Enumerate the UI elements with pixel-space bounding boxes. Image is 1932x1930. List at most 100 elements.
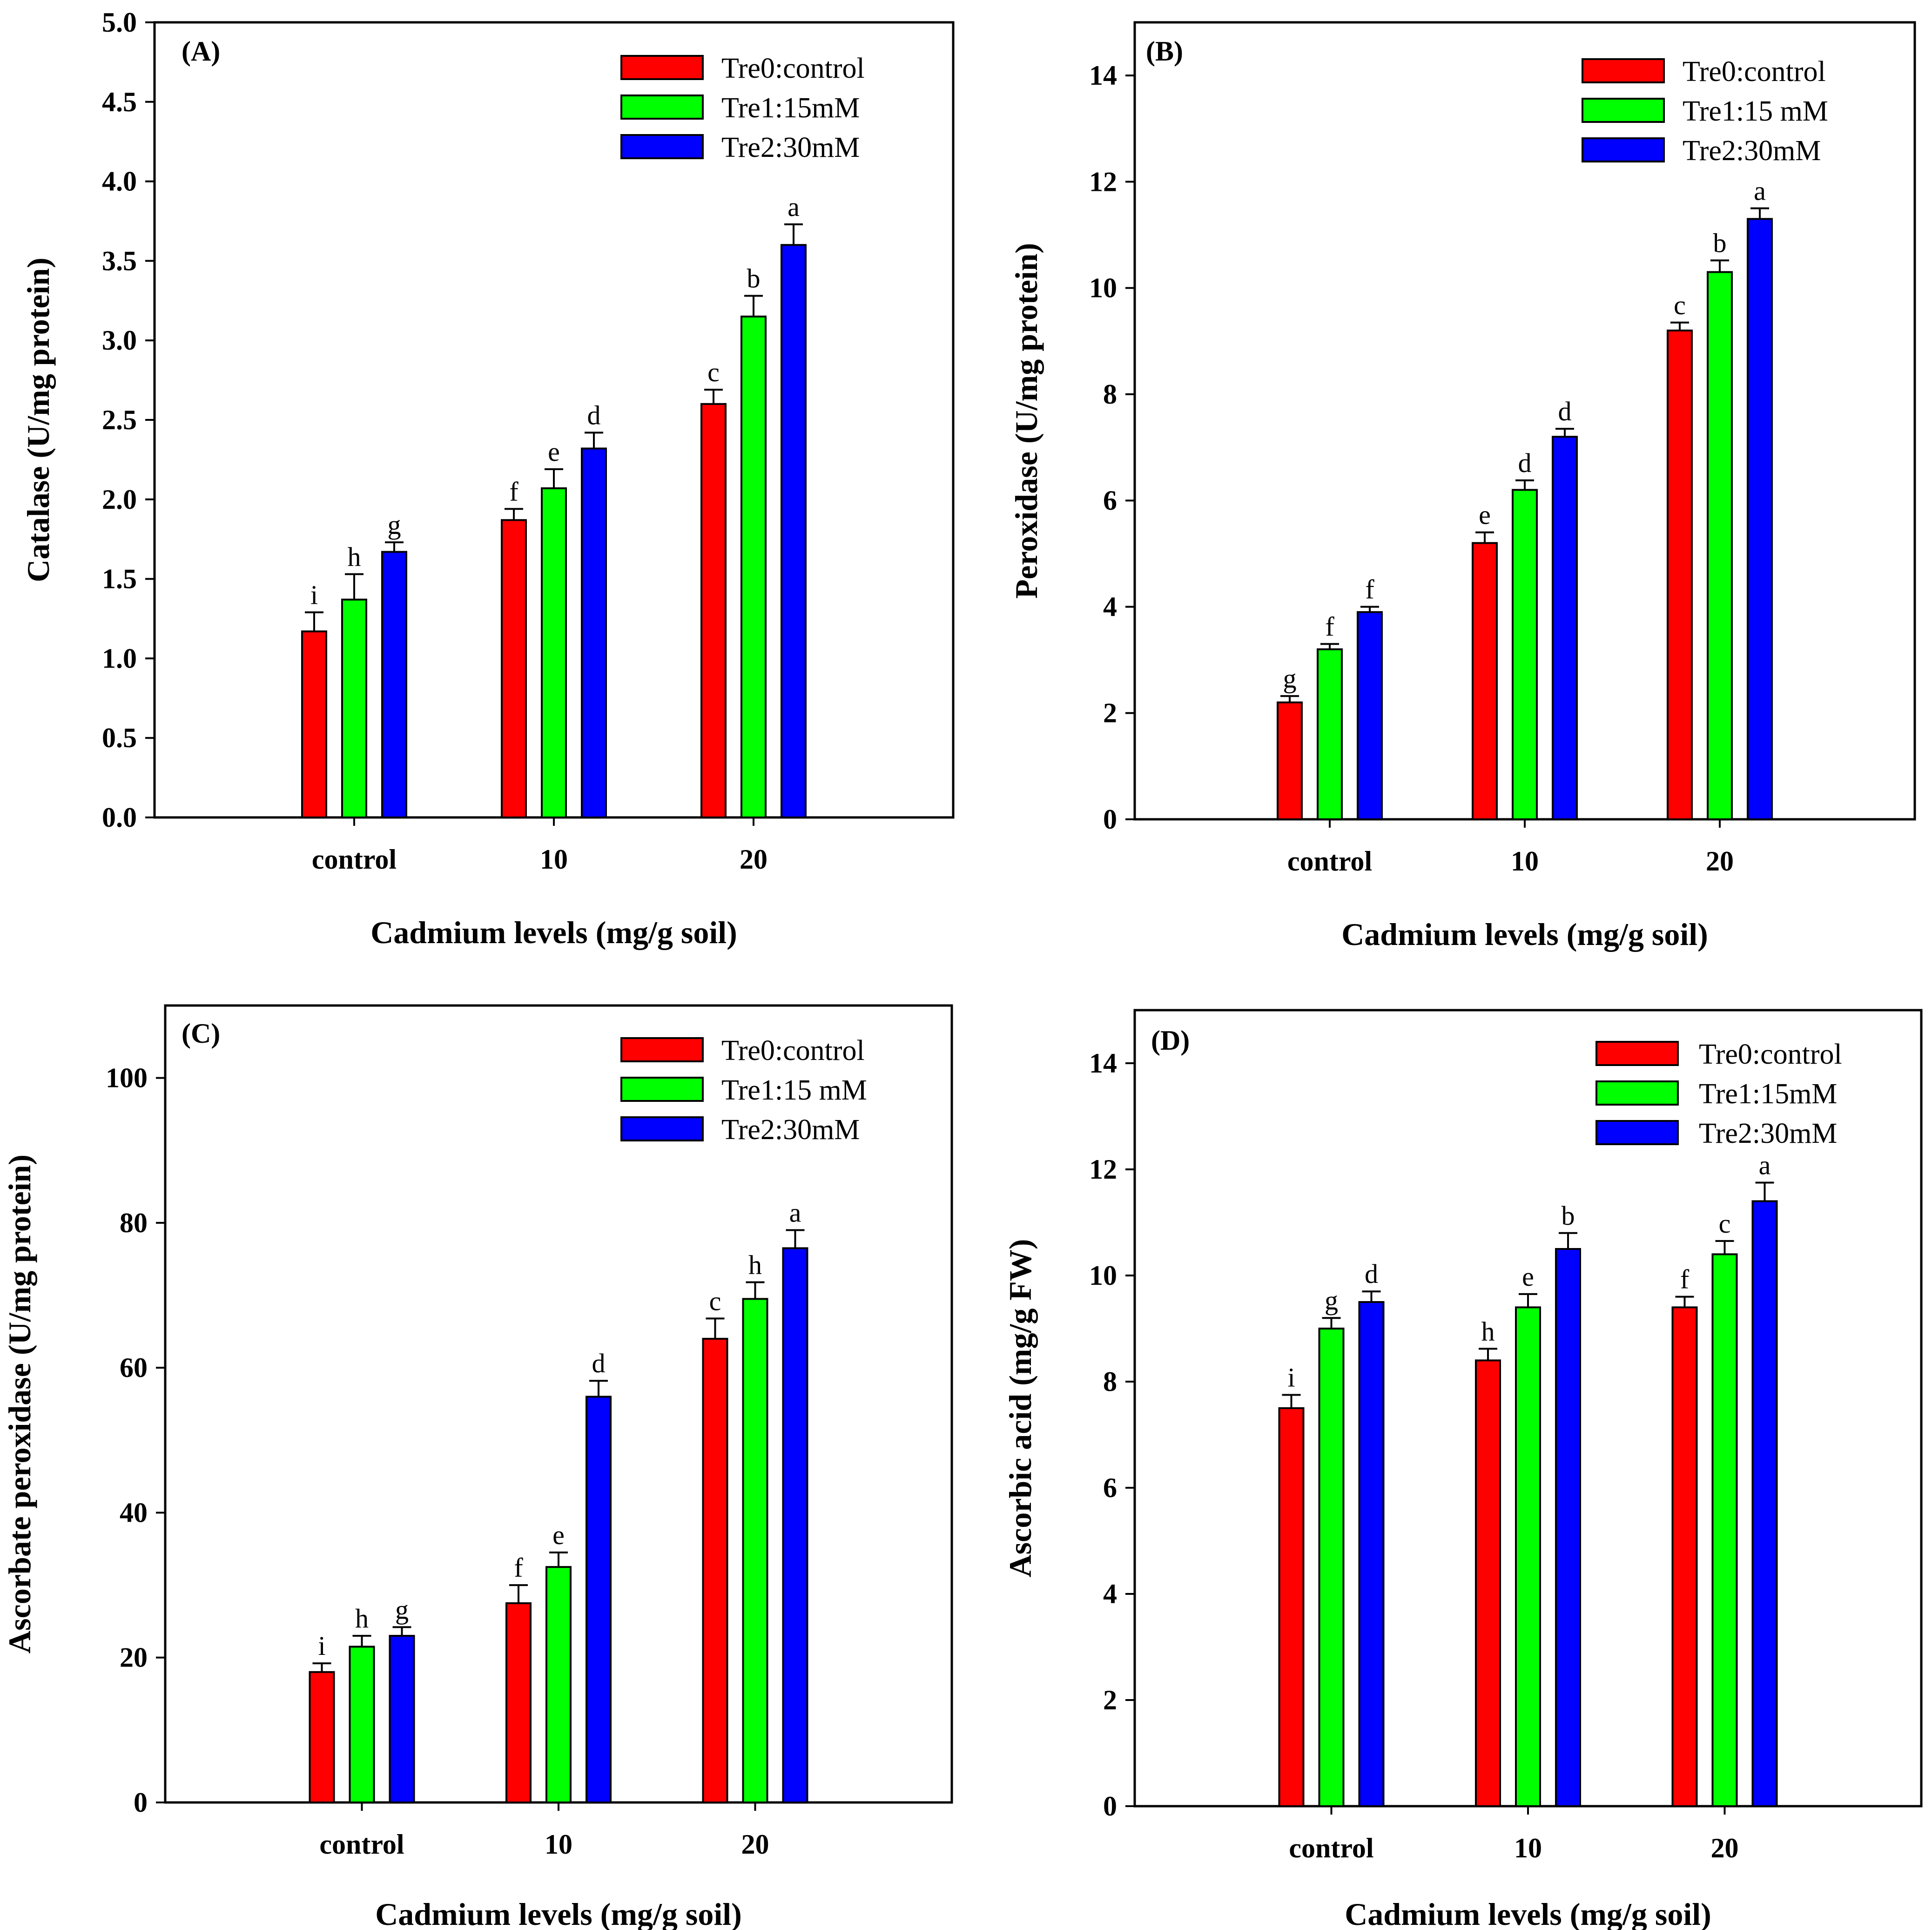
significance-letter: g <box>1325 1285 1338 1316</box>
bar <box>541 487 567 818</box>
y-tick-label: 4.5 <box>102 87 137 117</box>
bar <box>1512 489 1538 820</box>
y-tick-label: 40 <box>120 1497 148 1528</box>
bar <box>742 1298 768 1804</box>
legend-swatch <box>1582 58 1665 83</box>
significance-letter: h <box>355 1603 369 1633</box>
significance-letter: e <box>552 1520 565 1550</box>
bar <box>1317 648 1343 820</box>
significance-letter: d <box>1518 448 1532 478</box>
bar <box>581 447 607 818</box>
significance-letter: c <box>707 357 720 387</box>
panel-label: (B) <box>1146 36 1183 67</box>
significance-letter: b <box>747 263 761 294</box>
bar <box>782 1247 808 1803</box>
significance-letter: a <box>1759 1150 1771 1181</box>
y-tick-label: 3.0 <box>102 325 137 356</box>
significance-letter: b <box>1562 1201 1575 1231</box>
legend-label: Tre2:30mM <box>1699 1118 1837 1149</box>
significance-letter: d <box>1365 1259 1378 1289</box>
legend-label: Tre2:30mM <box>721 132 860 163</box>
legend-swatch <box>1595 1041 1679 1066</box>
bar <box>1707 271 1733 821</box>
x-category-label: 20 <box>1711 1833 1739 1863</box>
bar <box>586 1396 612 1803</box>
significance-letter: f <box>514 1552 523 1583</box>
y-tick-label: 2 <box>1103 1685 1117 1715</box>
bar <box>381 551 407 818</box>
bar <box>1277 701 1303 820</box>
x-category-label: control <box>1287 846 1372 877</box>
y-axis-title: Peroxidase (U/mg protein) <box>1009 243 1044 599</box>
bar <box>1711 1253 1738 1807</box>
x-category-label: 10 <box>540 844 568 875</box>
y-tick-label: 2.5 <box>102 405 137 435</box>
chart-panel-3: 0 20 40 60 80 100 Ascorbate peroxidase (U/mg p… <box>2 1004 953 1930</box>
x-category-label: 10 <box>1511 846 1539 877</box>
significance-letter: b <box>1713 228 1727 258</box>
panel-label: (A) <box>182 36 220 67</box>
bar <box>702 1337 728 1803</box>
legend-label: Tre2:30mM <box>1683 135 1821 167</box>
legend-label: Tre1:15mM <box>1699 1078 1837 1110</box>
significance-letter: a <box>1754 175 1766 206</box>
y-axis-title: Catalase (U/mg protein) <box>20 257 56 582</box>
bar <box>1358 1301 1385 1807</box>
bar <box>700 403 727 818</box>
bar <box>341 599 367 819</box>
x-category-label: 20 <box>740 844 767 875</box>
significance-letter: c <box>1674 290 1686 320</box>
y-tick-label: 2.0 <box>102 484 137 515</box>
y-tick-label: 20 <box>120 1642 148 1673</box>
x-axis-title: Cadmium levels (mg/g soil) <box>375 1896 742 1930</box>
y-tick-label: 4 <box>1103 591 1117 622</box>
y-tick-label: 0 <box>134 1787 148 1818</box>
significance-letter: i <box>1287 1363 1295 1393</box>
legend-swatch <box>620 1077 704 1102</box>
legend-label: Tre0:control <box>721 1035 865 1066</box>
y-tick-label: 14 <box>1089 1048 1117 1079</box>
y-tick-label: 0 <box>1103 804 1117 835</box>
y-axis-title: Ascorbic acid (mg/g FW) <box>1003 1239 1038 1577</box>
significance-letter: a <box>789 1197 801 1228</box>
bar <box>1278 1407 1305 1807</box>
bar <box>1552 436 1578 820</box>
y-tick-label: 4 <box>1103 1579 1117 1609</box>
y-axis-title: Ascorbate peroxidase (U/mg protein) <box>2 1154 37 1653</box>
bar <box>1747 218 1773 820</box>
chart-panel-1: 0.0 0.5 1.0 1.5 2.0 2.5 3.0 3.5 4.0 4.5 5.0 Catalas… <box>20 7 955 950</box>
significance-letter: f <box>509 476 518 506</box>
legend-swatch <box>620 1116 704 1141</box>
bar <box>545 1566 572 1804</box>
bar <box>1475 1359 1501 1807</box>
significance-letter: d <box>592 1348 606 1378</box>
bar <box>1667 329 1693 820</box>
significance-letter: f <box>1365 574 1374 604</box>
x-category-label: control <box>312 844 397 875</box>
significance-letter: h <box>1481 1316 1495 1346</box>
x-axis-title: Cadmium levels (mg/g soil) <box>1341 917 1708 952</box>
y-tick-label: 1.5 <box>102 564 137 594</box>
legend-swatch <box>620 1037 704 1062</box>
significance-letter: e <box>548 437 560 467</box>
significance-letter: a <box>788 192 800 222</box>
significance-letter: d <box>1558 396 1572 426</box>
bar <box>1671 1306 1698 1807</box>
y-tick-label: 14 <box>1089 60 1117 91</box>
y-tick-label: 4.0 <box>102 166 137 197</box>
bar <box>1472 542 1498 821</box>
panel-label: (C) <box>182 1018 220 1049</box>
legend-swatch <box>620 134 704 159</box>
significance-letter: e <box>1522 1262 1534 1292</box>
y-tick-label: 0.5 <box>102 722 137 753</box>
significance-letter: f <box>1680 1264 1690 1295</box>
legend-label: Tre2:30mM <box>721 1114 860 1146</box>
legend-swatch <box>1582 98 1665 123</box>
legend-label: Tre0:control <box>1699 1039 1842 1070</box>
significance-letter: h <box>348 541 361 572</box>
panel-label: (D) <box>1151 1025 1190 1056</box>
y-tick-label: 3.5 <box>102 245 137 276</box>
significance-letter: g <box>388 510 401 540</box>
bar <box>1318 1328 1345 1807</box>
